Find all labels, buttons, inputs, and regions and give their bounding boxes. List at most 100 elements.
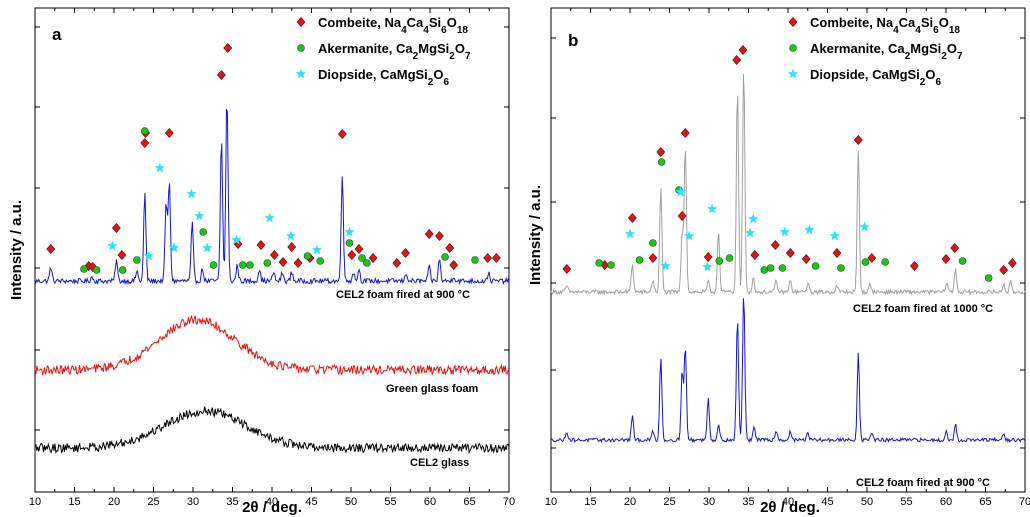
x-tick-label: 70 bbox=[503, 496, 515, 508]
legend-label: Diopside, CaMgSi2O6 bbox=[810, 67, 941, 88]
combeite-marker bbox=[223, 43, 233, 53]
x-tick-label: 40 bbox=[782, 496, 794, 508]
panel-b: b Intensity / a.u. 2θ / deg. 10 15 20 25 30 3… bbox=[527, 7, 1030, 516]
x-tick-label: 60 bbox=[424, 496, 436, 508]
diopside-marker bbox=[829, 230, 840, 241]
diopside-marker bbox=[311, 244, 323, 255]
diopside-marker bbox=[107, 240, 118, 251]
akermanite-marker bbox=[199, 228, 208, 236]
legend-a: Combeite, Na4Ca4Si6O18 Akermanite, Ca2MgS… bbox=[295, 15, 471, 88]
combeite-marker bbox=[491, 253, 501, 263]
legend-label: Combeite, Na4Ca4Si6O18 bbox=[318, 15, 468, 36]
y-ticks-b bbox=[551, 37, 1025, 449]
legend-label: Akermanite, Ca2MgSi2O7 bbox=[318, 41, 471, 62]
combeite-marker bbox=[217, 70, 226, 80]
combeite-marker bbox=[392, 258, 402, 268]
akermanite-marker bbox=[837, 264, 845, 272]
legend-diamond-icon bbox=[296, 17, 306, 27]
x-tick-label: 30 bbox=[187, 496, 199, 508]
akermanite-marker bbox=[778, 264, 787, 272]
akermanite-marker bbox=[657, 158, 666, 166]
akermanite-marker bbox=[263, 259, 272, 267]
akermanite-marker bbox=[246, 261, 254, 269]
x-tick-label: 20 bbox=[624, 496, 636, 508]
combeite-marker bbox=[117, 250, 127, 260]
diopside-marker bbox=[143, 250, 154, 261]
akermanite-marker bbox=[635, 256, 644, 264]
diopside-marker bbox=[779, 226, 791, 237]
combeite-marker bbox=[738, 45, 748, 55]
diopside-marker bbox=[706, 203, 718, 214]
x-tick-label: 15 bbox=[584, 496, 596, 508]
combeite-marker bbox=[256, 240, 266, 250]
series-line-a0 bbox=[34, 109, 510, 286]
diopside-marker bbox=[186, 188, 197, 199]
combeite-marker bbox=[627, 213, 637, 223]
combeite-marker bbox=[941, 254, 951, 264]
akermanite-marker bbox=[766, 264, 775, 272]
y-axis-title-a: Intensity / a.u. bbox=[8, 200, 25, 300]
x-tick-label: 10 bbox=[29, 496, 41, 508]
combeite-marker bbox=[648, 253, 658, 263]
x-tick-label: 50 bbox=[861, 496, 873, 508]
akermanite-marker bbox=[861, 258, 870, 266]
akermanite-marker bbox=[958, 257, 967, 265]
legend-circle-icon bbox=[789, 44, 797, 52]
combeite-marker bbox=[293, 258, 303, 268]
diopside-marker bbox=[154, 162, 166, 173]
x-tick-label: 65 bbox=[979, 496, 991, 508]
akermanite-marker bbox=[595, 259, 603, 267]
akermanite-marker bbox=[316, 257, 324, 265]
combeite-marker bbox=[445, 243, 455, 253]
akermanite-marker bbox=[471, 256, 479, 264]
akermanite-marker bbox=[881, 258, 889, 266]
y-axis-title-b: Intensity / a.u. bbox=[527, 185, 544, 285]
combeite-marker bbox=[732, 55, 742, 65]
combeite-marker bbox=[368, 253, 378, 263]
x-tick-label: 35 bbox=[742, 496, 754, 508]
combeite-marker bbox=[278, 257, 288, 267]
combeite-marker bbox=[832, 248, 842, 258]
x-ticks-a: 10 15 20 25 30 35 40 45 50 55 60 65 70 bbox=[29, 8, 515, 508]
combeite-marker bbox=[680, 128, 690, 138]
x-tick-label: 40 bbox=[266, 496, 278, 508]
series-line-a1 bbox=[34, 314, 510, 377]
diopside-marker bbox=[264, 212, 275, 223]
diopside-marker bbox=[201, 242, 213, 253]
legend-label: Combeite, Na4Ca4Si6O18 bbox=[810, 15, 960, 36]
akermanite-marker bbox=[649, 239, 657, 247]
x-tick-label: 20 bbox=[108, 496, 120, 508]
combeite-marker bbox=[853, 135, 863, 145]
x-axis-title-b: 2θ / deg. bbox=[760, 499, 820, 516]
x-tick-label: 25 bbox=[147, 496, 159, 508]
x-axis-title-a: 2θ / deg. bbox=[242, 499, 302, 516]
akermanite-marker bbox=[715, 257, 724, 265]
diopside-marker bbox=[285, 230, 297, 241]
panel-letter-b: b bbox=[568, 31, 578, 50]
akermanite-marker bbox=[607, 261, 615, 269]
combeite-marker bbox=[656, 147, 666, 157]
legend-label: Diopside, CaMgSi2O6 bbox=[318, 67, 449, 88]
curve-label-a2: CEL2 glass bbox=[410, 457, 469, 469]
x-tick-label: 60 bbox=[940, 496, 952, 508]
combeite-marker bbox=[337, 129, 347, 139]
series-line-a2 bbox=[34, 406, 510, 455]
x-tick-label: 10 bbox=[545, 496, 557, 508]
combeite-marker bbox=[677, 211, 687, 221]
diopside-marker bbox=[168, 242, 180, 253]
akermanite-marker bbox=[760, 266, 769, 274]
x-tick-label: 25 bbox=[663, 496, 675, 508]
akermanite-marker bbox=[141, 127, 149, 135]
combeite-marker bbox=[347, 250, 357, 260]
combeite-marker bbox=[287, 242, 297, 252]
diopside-marker bbox=[859, 221, 870, 232]
curve-label-b0: CEL2 foam fired at 1000 °C bbox=[853, 303, 993, 315]
combeite-marker bbox=[785, 248, 795, 258]
combeite-marker bbox=[483, 253, 493, 263]
phase-markers-b bbox=[562, 45, 1017, 282]
combeite-marker bbox=[801, 254, 811, 264]
curves-a bbox=[34, 109, 510, 455]
akermanite-marker bbox=[118, 266, 127, 274]
x-tick-label: 65 bbox=[463, 496, 475, 508]
